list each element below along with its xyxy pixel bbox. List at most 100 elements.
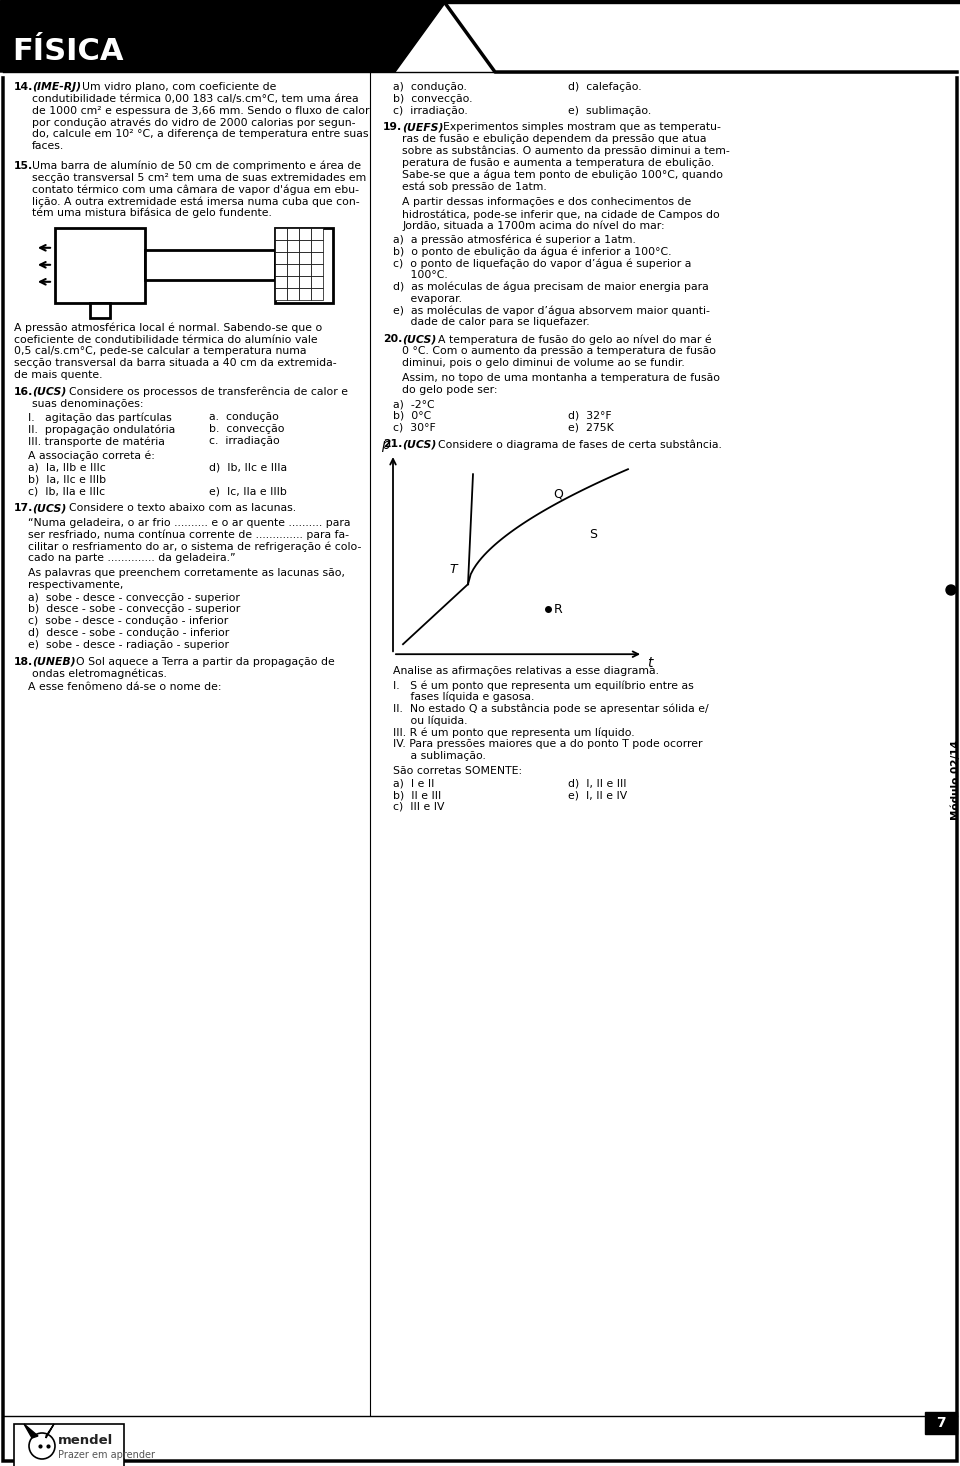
- Bar: [299, 264, 311, 276]
- Text: A associação correta é:: A associação correta é:: [28, 452, 155, 462]
- Text: a.  condução: a. condução: [209, 412, 278, 422]
- Text: tém uma mistura bifásica de gelo fundente.: tém uma mistura bifásica de gelo fundent…: [32, 208, 272, 218]
- Text: A esse fenômeno dá-se o nome de:: A esse fenômeno dá-se o nome de:: [28, 682, 222, 692]
- Text: c)  o ponto de liquefação do vapor d’água é superior a: c) o ponto de liquefação do vapor d’água…: [393, 258, 691, 268]
- Text: ser resfriado, numa contínua corrente de .............. para fa-: ser resfriado, numa contínua corrente de…: [28, 529, 349, 539]
- Text: Considere o texto abaixo com as lacunas.: Considere o texto abaixo com as lacunas.: [69, 503, 296, 513]
- Text: e)  as moléculas de vapor d’água absorvem maior quanti-: e) as moléculas de vapor d’água absorvem…: [393, 305, 709, 315]
- Bar: [275, 276, 287, 287]
- Text: e)  275K: e) 275K: [568, 422, 613, 432]
- Text: São corretas SOMENTE:: São corretas SOMENTE:: [393, 765, 522, 776]
- Text: T: T: [449, 563, 457, 576]
- Text: cado na parte .............. da geladeira.”: cado na parte .............. da geladeir…: [28, 553, 235, 563]
- Text: 17.: 17.: [14, 503, 34, 513]
- Text: d)  calefação.: d) calefação.: [568, 82, 641, 92]
- Bar: [145, 249, 275, 280]
- Bar: [275, 240, 287, 252]
- Text: FÍSICA: FÍSICA: [12, 38, 124, 66]
- Text: Um vidro plano, com coeficiente de: Um vidro plano, com coeficiente de: [82, 82, 276, 92]
- Polygon shape: [46, 1423, 54, 1438]
- Text: A pressão atmosférica local é normal. Sabendo-se que o: A pressão atmosférica local é normal. Sa…: [14, 323, 323, 333]
- Text: b)  o ponto de ebulição da água é inferior a 100°C.: b) o ponto de ebulição da água é inferio…: [393, 246, 671, 257]
- Text: ondas eletromagnéticas.: ondas eletromagnéticas.: [32, 668, 167, 679]
- Bar: [287, 252, 299, 264]
- Text: a)  I e II: a) I e II: [393, 778, 434, 789]
- Text: peratura de fusão e aumenta a temperatura de ebulição.: peratura de fusão e aumenta a temperatur…: [402, 158, 714, 167]
- Bar: [55, 227, 145, 303]
- Text: e)  sublimação.: e) sublimação.: [568, 106, 651, 116]
- Text: (UNEB): (UNEB): [32, 657, 76, 667]
- Text: d)  as moléculas de água precisam de maior energia para: d) as moléculas de água precisam de maio…: [393, 281, 708, 292]
- Bar: [275, 264, 287, 276]
- Bar: [90, 303, 110, 318]
- Bar: [299, 227, 311, 240]
- Text: Sabe-se que a água tem ponto de ebulição 100°C, quando: Sabe-se que a água tem ponto de ebulição…: [402, 170, 723, 180]
- Text: 15.: 15.: [14, 161, 34, 172]
- Bar: [311, 240, 323, 252]
- Text: III. R é um ponto que representa um líquido.: III. R é um ponto que representa um líqu…: [393, 727, 635, 737]
- Text: p: p: [380, 438, 390, 452]
- Text: evaporar.: evaporar.: [393, 293, 462, 303]
- Bar: [275, 227, 333, 303]
- Text: b.  convecção: b. convecção: [209, 424, 284, 434]
- Text: hidrostática, pode-se inferir que, na cidade de Campos do: hidrostática, pode-se inferir que, na ci…: [402, 210, 720, 220]
- Text: sobre as substâncias. O aumento da pressão diminui a tem-: sobre as substâncias. O aumento da press…: [402, 147, 730, 157]
- Text: II.  No estado Q a substância pode se apresentar sólida e/: II. No estado Q a substância pode se apr…: [393, 704, 708, 714]
- Text: faces.: faces.: [32, 141, 64, 151]
- Text: (UCS): (UCS): [32, 503, 66, 513]
- Bar: [311, 227, 323, 240]
- Text: e)  Ic, IIa e IIIb: e) Ic, IIa e IIIb: [209, 487, 287, 496]
- Text: d)  32°F: d) 32°F: [568, 410, 612, 421]
- Text: 20.: 20.: [383, 334, 402, 345]
- Polygon shape: [0, 3, 445, 72]
- Text: (UCS): (UCS): [32, 387, 66, 397]
- Text: (UEFS): (UEFS): [402, 122, 444, 132]
- Text: diminui, pois o gelo diminui de volume ao se fundir.: diminui, pois o gelo diminui de volume a…: [402, 358, 684, 368]
- Bar: [287, 264, 299, 276]
- Text: 7: 7: [936, 1416, 946, 1429]
- Text: a sublimação.: a sublimação.: [393, 751, 486, 761]
- Text: dade de calor para se liquefazer.: dade de calor para se liquefazer.: [393, 317, 589, 327]
- Text: 19.: 19.: [383, 122, 402, 132]
- Bar: [275, 252, 287, 264]
- Text: 16.: 16.: [14, 387, 34, 397]
- Text: S: S: [589, 528, 597, 541]
- Text: Jordão, situada a 1700m acima do nível do mar:: Jordão, situada a 1700m acima do nível d…: [402, 221, 664, 232]
- Bar: [287, 240, 299, 252]
- Text: d)  Ib, IIc e IIIa: d) Ib, IIc e IIIa: [209, 463, 287, 472]
- Text: (IME-RJ): (IME-RJ): [32, 82, 82, 92]
- Text: (UCS): (UCS): [402, 334, 437, 345]
- Text: 21.: 21.: [383, 440, 402, 450]
- Text: IV. Para pressões maiores que a do ponto T pode ocorrer: IV. Para pressões maiores que a do ponto…: [393, 739, 703, 749]
- Text: c)  sobe - desce - condução - inferior: c) sobe - desce - condução - inferior: [28, 616, 228, 626]
- Bar: [299, 240, 311, 252]
- Text: secção transversal da barra situada a 40 cm da extremida-: secção transversal da barra situada a 40…: [14, 358, 337, 368]
- Text: 0 °C. Com o aumento da pressão a temperatura de fusão: 0 °C. Com o aumento da pressão a tempera…: [402, 346, 716, 356]
- Text: respectivamente,: respectivamente,: [28, 579, 124, 589]
- Text: suas denominações:: suas denominações:: [32, 399, 143, 409]
- Text: Uma barra de alumínio de 50 cm de comprimento e área de: Uma barra de alumínio de 50 cm de compri…: [32, 161, 361, 172]
- Text: 0,5 cal/s.cm°C, pede-se calcular a temperatura numa: 0,5 cal/s.cm°C, pede-se calcular a tempe…: [14, 346, 306, 356]
- Text: a)  condução.: a) condução.: [393, 82, 467, 92]
- Bar: [299, 252, 311, 264]
- Text: a)  sobe - desce - convecção - superior: a) sobe - desce - convecção - superior: [28, 592, 240, 603]
- Text: b)  convecção.: b) convecção.: [393, 94, 472, 104]
- Text: d)  desce - sobe - condução - inferior: d) desce - sobe - condução - inferior: [28, 627, 229, 638]
- Text: condutibilidade térmica 0,00 183 cal/s.cm°C, tem uma área: condutibilidade térmica 0,00 183 cal/s.c…: [32, 94, 359, 104]
- Text: 14.: 14.: [14, 82, 34, 92]
- Text: I.   agitação das partículas: I. agitação das partículas: [28, 412, 172, 422]
- Text: II.  propagação ondulatória: II. propagação ondulatória: [28, 424, 176, 435]
- Bar: [14, 1423, 124, 1466]
- Bar: [287, 287, 299, 301]
- Text: e)  I, II e IV: e) I, II e IV: [568, 790, 627, 800]
- Bar: [311, 276, 323, 287]
- Bar: [0, 3, 960, 75]
- Text: Considere os processos de transferência de calor e: Considere os processos de transferência …: [69, 387, 348, 397]
- Text: Q: Q: [553, 488, 563, 501]
- Text: (UCS): (UCS): [402, 440, 437, 450]
- Bar: [311, 252, 323, 264]
- Bar: [299, 276, 311, 287]
- Bar: [0, 0, 960, 3]
- Bar: [299, 287, 311, 301]
- Bar: [311, 264, 323, 276]
